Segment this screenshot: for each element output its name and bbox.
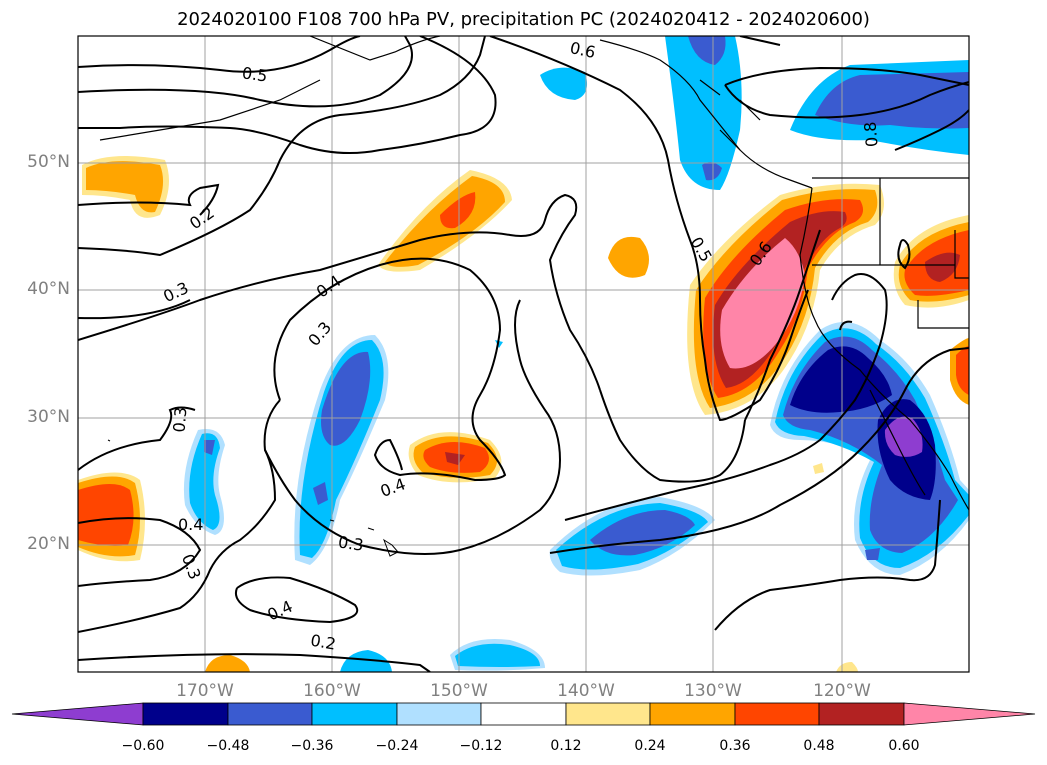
colorbar-tick-label: −0.60 (121, 738, 165, 754)
colorbar (11, 702, 1036, 726)
lon-label: 160°W (303, 681, 361, 701)
colorbar-bin (734, 702, 820, 726)
contour-label: 0.2 (186, 203, 218, 233)
colorbar-bin (396, 702, 482, 726)
contour-label: 0.6 (568, 38, 597, 62)
colorbar-bin (311, 702, 398, 726)
pv-contours (78, 36, 969, 672)
colorbar-bin (649, 702, 736, 726)
colorbar-tick-label: 0.24 (634, 738, 666, 754)
lon-label: 150°W (430, 681, 488, 701)
lon-label: 140°W (557, 681, 615, 701)
contour-label: 0.3 (304, 318, 335, 350)
map-frame (77, 35, 970, 673)
lat-label: 40°N (27, 279, 70, 299)
contour-label: 0.4 (264, 597, 295, 625)
colorbar-bin (480, 702, 567, 726)
contour-label: 0.2 (309, 631, 337, 654)
map-plot-area: 0.5 0.6 0.8 0.2 0.3 0.4 0.3 0.5 0.6 0.3 … (78, 36, 969, 672)
lon-label: 120°W (813, 681, 871, 701)
colorbar-bin (565, 702, 651, 726)
contour-label: 0.8 (860, 121, 881, 148)
contour-label: 0.3 (337, 532, 365, 554)
colorbar-bin (818, 702, 905, 726)
precip-shading (78, 36, 969, 672)
colorbar-tick-label: 0.60 (888, 738, 920, 754)
colorbar-tick-label: −0.24 (375, 738, 419, 754)
lat-label: 20°N (27, 534, 70, 554)
colorbar-min-extend (11, 702, 144, 726)
lon-label: 170°W (176, 681, 234, 701)
lon-label: 130°W (684, 681, 742, 701)
colorbar-max-extend (903, 702, 1036, 726)
colorbar-tick-label: −0.12 (459, 738, 503, 754)
graticule (78, 36, 969, 672)
colorbar-tick-label: 0.48 (803, 738, 835, 754)
colorbar-bin (142, 702, 229, 726)
map-title: 2024020100 F108 700 hPa PV, precipitatio… (177, 9, 870, 30)
colorbar-tick-label: 0.12 (550, 738, 582, 754)
colorbar-tick-label: −0.36 (290, 738, 334, 754)
contour-label: 0.4 (378, 474, 408, 501)
contour-label: 0.5 (241, 63, 269, 85)
colorbar-tick-label: 0.36 (719, 738, 751, 754)
contour-label: 0.3 (169, 406, 190, 433)
contour-label: 0.3 (178, 551, 205, 581)
lat-label: 50°N (27, 152, 70, 172)
colorbar-bin (227, 702, 313, 726)
colorbar-tick-label: −0.48 (206, 738, 250, 754)
lat-label: 30°N (27, 407, 70, 427)
contour-label: 0.4 (178, 515, 203, 534)
